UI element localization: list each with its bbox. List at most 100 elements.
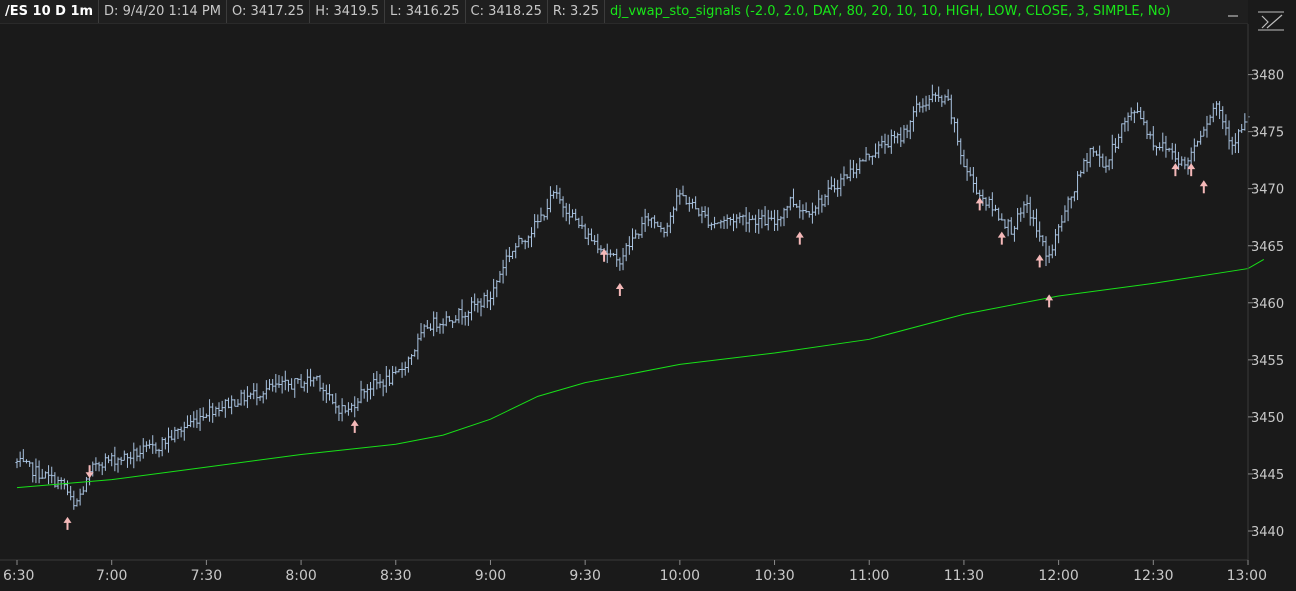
arrow-head: [85, 472, 94, 479]
price-bar: [621, 247, 625, 271]
price-bar: [580, 215, 584, 229]
price-bar: [974, 176, 979, 195]
price-bar: [1006, 218, 1010, 237]
price-bar: [293, 378, 297, 398]
price-bar: [643, 208, 647, 232]
price-bar: [1173, 143, 1178, 163]
price-bar: [409, 354, 414, 365]
price-bar: [987, 196, 991, 209]
price-bar: [542, 214, 546, 221]
price-bar: [769, 210, 773, 221]
price-bar: [463, 311, 467, 326]
arrow-head: [997, 231, 1006, 238]
price-bar: [684, 195, 688, 205]
price-bar: [889, 129, 893, 154]
symbol-label[interactable]: /ES 10 D 1m: [0, 0, 100, 23]
price-bar: [160, 437, 164, 457]
price-bar: [757, 209, 761, 234]
price-bar: [403, 361, 407, 376]
price-bar: [564, 202, 568, 222]
price-bar: [877, 141, 881, 159]
time-axis[interactable]: 6:30 7:00 7:30 8:00 8:30 9:00 9:30 10:00 10:30 11…: [3, 560, 1267, 584]
price-bar: [779, 216, 783, 227]
price-bar: [851, 159, 856, 179]
price-bar: [716, 222, 720, 225]
time-tick-label: 7:00: [96, 568, 127, 584]
price-bar: [195, 409, 199, 429]
arrow-head: [63, 516, 72, 523]
price-bar: [1031, 209, 1035, 227]
price-bar: [905, 124, 909, 139]
price-bar: [1205, 115, 1209, 138]
buy-signal-arrow: [1187, 163, 1196, 177]
price-bar: [1129, 107, 1133, 121]
price-bar: [829, 176, 833, 190]
time-tick-label: 9:30: [569, 568, 600, 584]
price-bar: [31, 462, 35, 483]
price-bar: [1148, 131, 1152, 140]
plot-area[interactable]: [15, 84, 1265, 530]
price-bar: [962, 149, 966, 168]
price-bar: [1151, 126, 1155, 151]
price-bar: [122, 450, 126, 461]
price-tick-label: 3460: [1251, 297, 1284, 312]
price-bar: [1079, 170, 1083, 178]
price-bar: [359, 380, 363, 404]
price-bar: [867, 153, 871, 161]
vwap-line: [16, 259, 1265, 489]
study-label[interactable]: dj_vwap_sto_signals (-2.0, 2.0, DAY, 80,…: [609, 4, 1171, 19]
price-bar: [103, 453, 107, 471]
price-bar: [1060, 215, 1064, 232]
price-bar: [536, 214, 540, 229]
price-bar: [308, 368, 313, 387]
price-bar: [561, 196, 565, 218]
price-bar: [1132, 110, 1136, 124]
price-bar: [230, 395, 234, 415]
price-bar: [656, 221, 660, 227]
price-axis[interactable]: 3440 3445 3450 3455 3460 3465 3470 3475 3480: [1248, 69, 1284, 540]
price-bar: [397, 369, 401, 373]
chart-header: /ES 10 D 1m D: 9/4/20 1:14 PM O: 3417.25…: [0, 0, 1248, 24]
price-bar: [813, 205, 818, 216]
price-bar: [596, 233, 600, 254]
time-tick-label: 12:30: [1133, 568, 1173, 584]
price-bar: [1139, 107, 1143, 120]
price-bar: [53, 472, 57, 488]
price-bar: [113, 446, 117, 472]
price-bar: [589, 228, 594, 242]
price-bar: [886, 134, 890, 148]
price-bar: [100, 462, 104, 476]
price-bar: [709, 222, 714, 231]
auto-scale-icon[interactable]: [1250, 0, 1292, 44]
high-readout: H: 3419.5: [310, 0, 385, 23]
time-tick-label: 12:00: [1038, 568, 1078, 584]
price-bar: [545, 198, 549, 220]
price-bar: [469, 297, 474, 321]
price-bar: [1082, 158, 1086, 174]
price-bar: [129, 451, 133, 465]
price-bar: [864, 147, 868, 162]
price-bar: [217, 402, 221, 417]
price-bar: [34, 458, 38, 484]
price-bar: [687, 196, 691, 212]
price-bar: [312, 376, 316, 387]
price-bar: [220, 400, 224, 412]
price-bar: [1142, 110, 1146, 126]
price-bar: [1199, 130, 1203, 145]
price-bar: [252, 383, 256, 400]
price-tick-label: 3475: [1251, 126, 1284, 141]
price-bar: [1211, 103, 1215, 123]
price-bar: [207, 399, 212, 422]
price-bar: [728, 216, 732, 226]
price-bar: [457, 308, 461, 324]
collapse-header-icon[interactable]: [1227, 6, 1239, 18]
price-bar: [1233, 133, 1237, 154]
price-bar: [984, 197, 988, 211]
price-bar: [1012, 225, 1017, 242]
price-bar: [1063, 205, 1067, 223]
buy-signal-arrow: [63, 516, 72, 530]
close-readout: C: 3418.25: [466, 0, 548, 23]
price-bar: [899, 127, 903, 147]
